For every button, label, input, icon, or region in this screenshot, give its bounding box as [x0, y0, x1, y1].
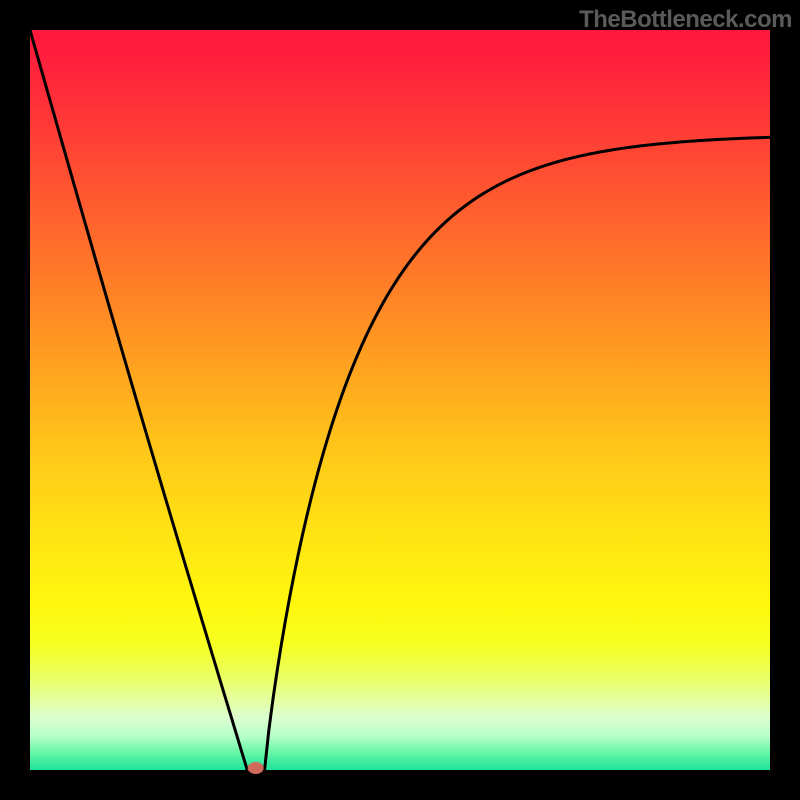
optimum-marker	[248, 762, 264, 774]
watermark-text: TheBottleneck.com	[579, 6, 792, 34]
chart-gradient-bg	[30, 30, 770, 770]
bottleneck-chart	[0, 0, 800, 800]
